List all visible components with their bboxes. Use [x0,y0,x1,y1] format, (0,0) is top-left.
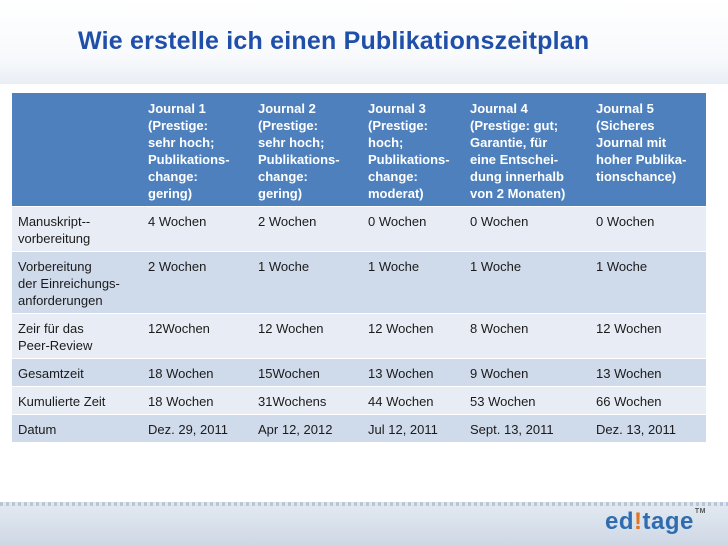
table-row: Gesamtzeit 18 Wochen 15Wochen 13 Wochen 9 Wo… [12,358,706,387]
header-journal-5-text: Journal 5 (Sicheres Journal mit hoher Pu… [596,101,687,184]
table-cell: 13 Wochen [590,358,706,387]
logo-prefix: ed [605,508,635,535]
table-cell: 12 Wochen [590,313,706,359]
header-corner-cell [12,93,142,207]
table-cell: 53 Wochen [464,386,590,415]
table-cell: 12 Wochen [252,313,362,359]
table-cell: 4 Wochen [142,206,252,252]
table-cell: 1 Woche [362,251,464,314]
header-journal-4-text: Journal 4 (Prestige: gut; Garantie, für … [470,101,566,201]
logo-accent: ! [634,508,643,535]
table-cell: 1 Woche [252,251,362,314]
header-journal-1: Journal 1 (Prestige: sehr hoch; Publikat… [142,93,252,207]
table-cell: 18 Wochen [142,358,252,387]
table-row: Manuskript-- vorbereitung 4 Wochen 2 Woche… [12,206,706,252]
row-label: Datum [12,414,142,442]
table-cell: 0 Wochen [464,206,590,252]
header-journal-2: Journal 2 (Prestige: sehr hoch; Publikat… [252,93,362,207]
header-journal-3-text: Journal 3 (Prestige: hoch; Publikations-… [368,101,450,201]
page-title: Wie erstelle ich einen Publikationszeitp… [78,27,590,55]
editage-logo: ed!tageTM [605,508,706,536]
header-journal-3: Journal 3 (Prestige: hoch; Publikations-… [362,93,464,207]
title-band [0,0,728,84]
row-label: Gesamtzeit [12,358,142,387]
table-header-row: Journal 1 (Prestige: sehr hoch; Publikat… [12,93,706,207]
table-cell: 18 Wochen [142,386,252,415]
table-cell: 0 Wochen [590,206,706,252]
table-cell: 9 Wochen [464,358,590,387]
table-cell: 12Wochen [142,313,252,359]
header-journal-4: Journal 4 (Prestige: gut; Garantie, für … [464,93,590,207]
row-label: Manuskript-- vorbereitung [12,206,142,252]
table-cell: 8 Wochen [464,313,590,359]
table-cell: Dez. 29, 2011 [142,414,252,442]
publication-schedule-table: Journal 1 (Prestige: sehr hoch; Publikat… [12,93,706,442]
table-cell: Jul 12, 2011 [362,414,464,442]
table-cell: 1 Woche [464,251,590,314]
logo-trademark: TM [694,508,706,515]
table-cell: 2 Wochen [252,206,362,252]
row-label: Kumulierte Zeit [12,386,142,415]
table-cell: 31Wochens [252,386,362,415]
row-label: Zeir für das Peer-Review [12,313,142,359]
table-cell: 44 Wochen [362,386,464,415]
table-cell: 0 Wochen [362,206,464,252]
header-journal-1-text: Journal 1 (Prestige: sehr hoch; Publikat… [148,101,230,201]
table-row: Vorbereitung der Einreichungs- anforderu… [12,251,706,314]
table-cell: 12 Wochen [362,313,464,359]
row-label: Vorbereitung der Einreichungs- anforderu… [12,251,142,314]
table-row: Zeir für das Peer-Review 12Wochen 12 Woche… [12,313,706,359]
table-row: Kumulierte Zeit 18 Wochen 31Wochens 44 Woch… [12,386,706,415]
table-cell: 15Wochen [252,358,362,387]
header-journal-2-text: Journal 2 (Prestige: sehr hoch; Publikat… [258,101,340,201]
table-body: Manuskript-- vorbereitung 4 Wochen 2 Woche… [12,206,706,442]
table-cell: Dez. 13, 2011 [590,414,706,442]
table-row: Datum Dez. 29, 2011 Apr 12, 2012 Jul 12, 20… [12,414,706,442]
header-journal-5: Journal 5 (Sicheres Journal mit hoher Pu… [590,93,706,207]
table-cell: 2 Wochen [142,251,252,314]
table-cell: Sept. 13, 2011 [464,414,590,442]
table-cell: Apr 12, 2012 [252,414,362,442]
table-cell: 1 Woche [590,251,706,314]
logo-suffix: tage [642,508,694,535]
table-cell: 66 Wochen [590,386,706,415]
table-cell: 13 Wochen [362,358,464,387]
footer-bar [0,502,728,546]
